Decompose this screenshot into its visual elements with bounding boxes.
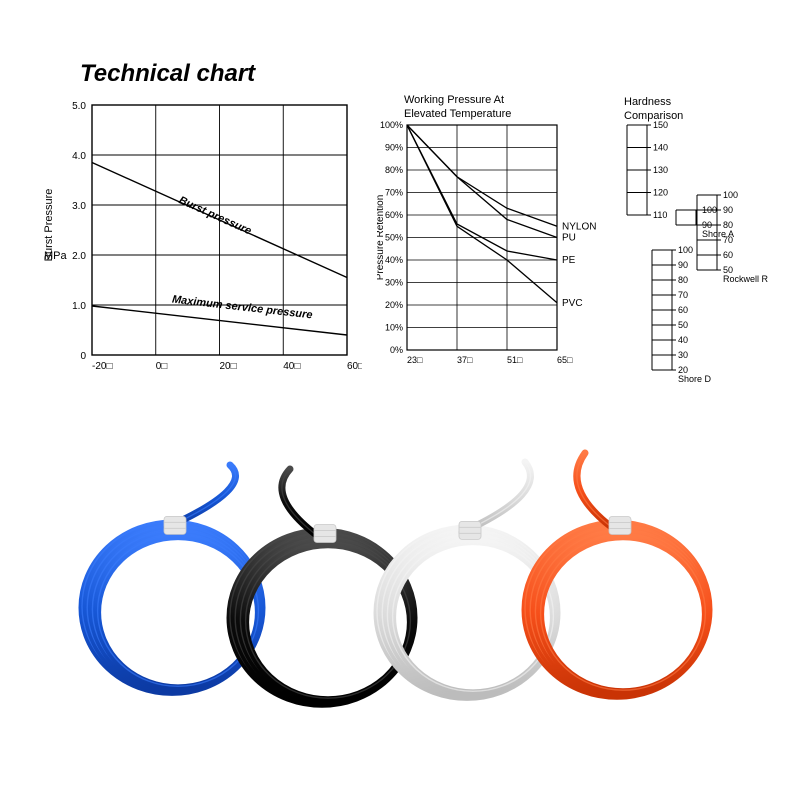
product-tubes xyxy=(0,0,800,800)
blue-tube xyxy=(82,465,262,692)
orange-tube xyxy=(525,453,709,696)
